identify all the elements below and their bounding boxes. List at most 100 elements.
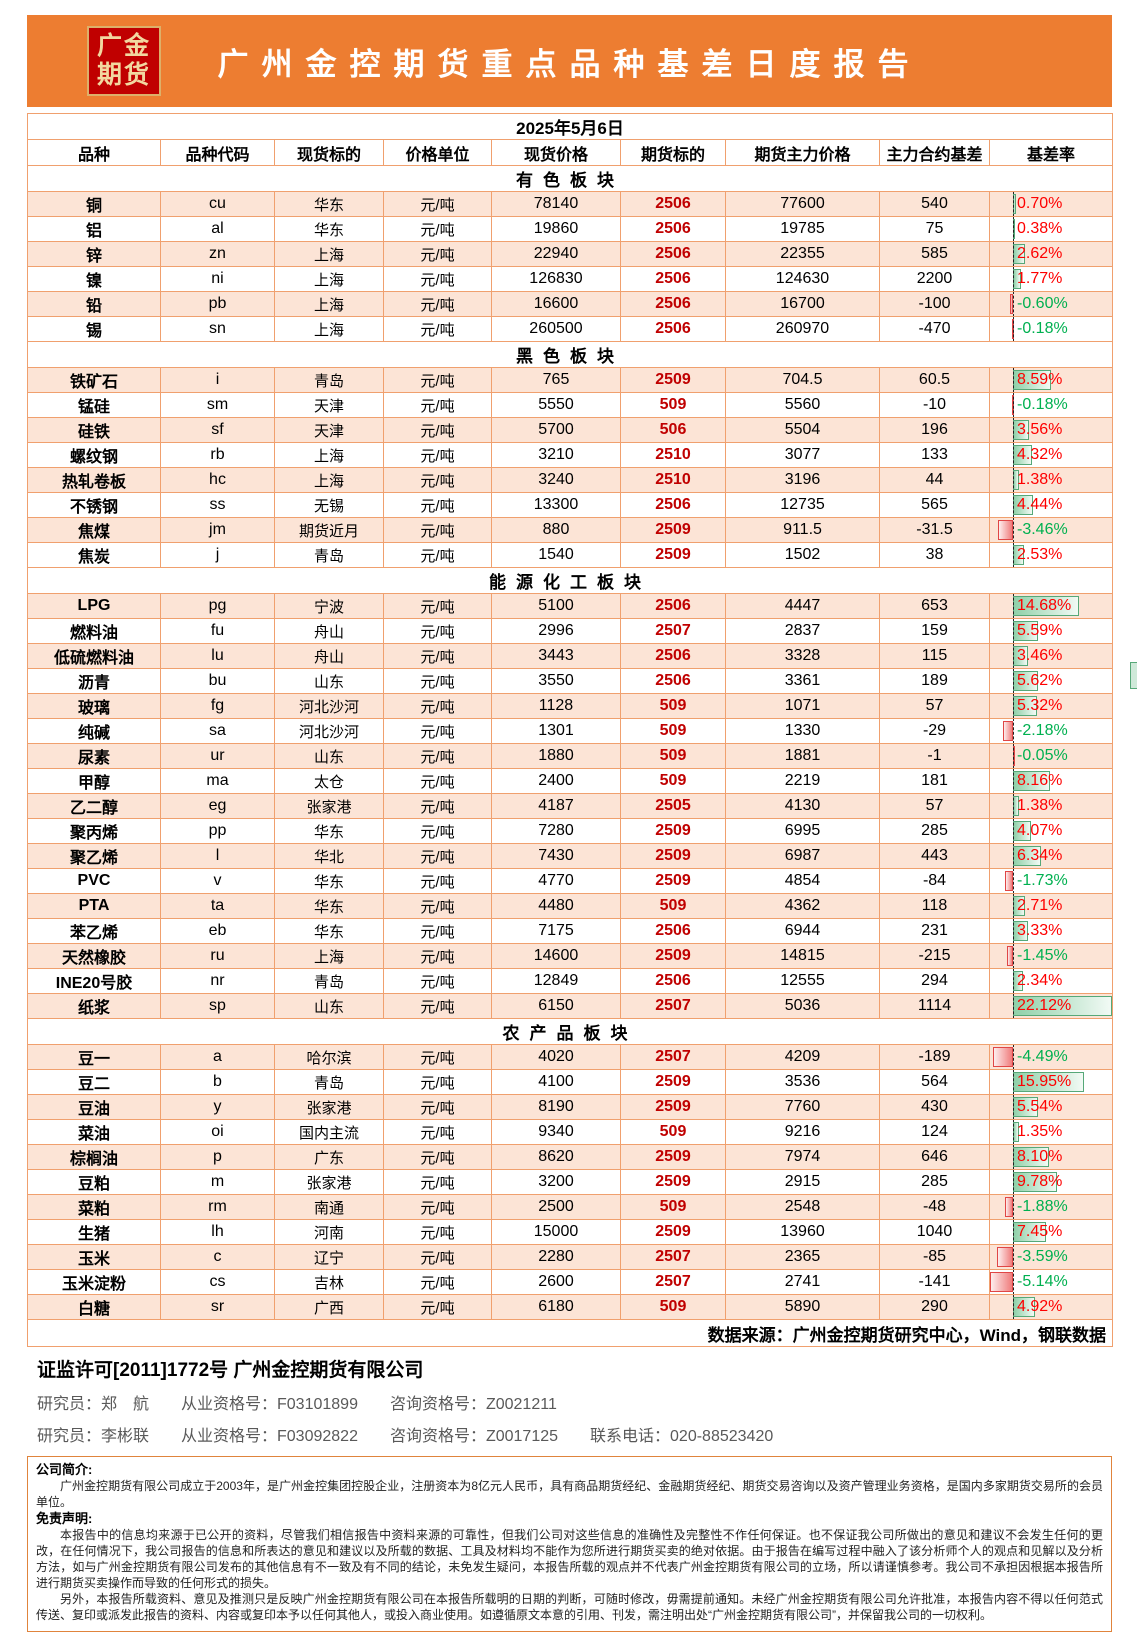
zero-axis-line [1013, 518, 1014, 542]
cell-price-unit: 元/吨 [383, 1219, 492, 1245]
cell-futures-main-price: 4447 [725, 593, 880, 619]
basis-rate-value: 0.70% [1017, 195, 1063, 212]
cell-futures-main-price: 1071 [725, 693, 880, 719]
cell-code: y [160, 1094, 275, 1120]
cell-variety: 玉米 [27, 1244, 161, 1270]
cell-futures-main-price: 14815 [725, 943, 880, 969]
cell-futures-contract: 2510 [620, 442, 726, 468]
cell-price-unit: 元/吨 [383, 693, 492, 719]
cell-futures-contract: 2506 [620, 266, 726, 292]
cell-basis-rate: 22.12% [988, 993, 1114, 1019]
cell-variety: 白糖 [27, 1294, 161, 1320]
cell-futures-main-price: 2741 [725, 1269, 880, 1295]
basis-rate-value: 15.95% [1017, 1073, 1072, 1090]
commodity-row-i: 铁矿石 i 青岛 元/吨 765 2509 704.5 60.5 8.59% [27, 367, 1114, 393]
cell-code: ur [160, 743, 275, 769]
basis-rate-value: 2.34% [1017, 972, 1063, 989]
cell-price-unit: 元/吨 [383, 1244, 492, 1270]
cell-main-contract-basis: 181 [879, 768, 990, 794]
cell-main-contract-basis: 1040 [879, 1219, 990, 1245]
cell-basis-rate: 9.78% [988, 1169, 1114, 1195]
commodity-row-v: PVC v 华东 元/吨 4770 2509 4854 -84 -1.73% [27, 868, 1114, 894]
cell-futures-contract: 2506 [620, 643, 726, 669]
cell-code: b [160, 1069, 275, 1095]
cell-variety: 锡 [27, 316, 161, 342]
cell-main-contract-basis: 2200 [879, 266, 990, 292]
commodity-row-nr: INE20号胶 nr 青岛 元/吨 12849 2506 12555 294 2.34% [27, 968, 1114, 994]
zero-axis-line [1013, 769, 1014, 793]
cell-spot-price: 14600 [491, 943, 621, 969]
basis-rate-value: -0.05% [1017, 747, 1068, 764]
cell-code: sr [160, 1294, 275, 1320]
basis-rate-value: -3.46% [1017, 521, 1068, 538]
cell-main-contract-basis: 565 [879, 492, 990, 518]
zero-axis-line [1013, 844, 1014, 868]
cell-basis-rate: 8.16% [988, 768, 1114, 794]
cell-basis-rate: 4.07% [988, 818, 1114, 844]
cell-variety: PTA [27, 893, 161, 919]
cell-spot-price: 5550 [491, 392, 621, 418]
basis-table: 2025年5月6日 品种 品种代码 现货标的 价格单位 现货价格 期货标的 期货主力价格 主力合… [26, 113, 1114, 1347]
commodity-row-c: 玉米 c 辽宁 元/吨 2280 2507 2365 -85 -3.59% [27, 1244, 1114, 1270]
commodity-row-ss: 不锈钢 ss 无锡 元/吨 13300 2506 12735 565 4.44% [27, 492, 1114, 518]
commodity-row-pp: 聚丙烯 pp 华东 元/吨 7280 2509 6995 285 4.07% [27, 818, 1114, 844]
license-line: 证监许可[2011]1772号 广州金控期货有限公司 [37, 1360, 424, 1381]
researcher-line-1: 研究员：郑 航 从业资格号：F03101899 咨询资格号：Z0021211 [37, 1396, 557, 1413]
cell-main-contract-basis: 196 [879, 417, 990, 443]
cell-variety: 尿素 [27, 743, 161, 769]
cell-futures-main-price: 2915 [725, 1169, 880, 1195]
commodity-row-pb: 铅 pb 上海 元/吨 16600 2506 16700 -100 -0.60% [27, 291, 1114, 317]
basis-rate-value: 6.34% [1017, 847, 1063, 864]
cell-spot-target: 河北沙河 [274, 693, 384, 719]
basis-rate-value: 8.59% [1017, 371, 1063, 388]
cell-basis-rate: 1.38% [988, 467, 1114, 493]
cell-futures-contract: 2509 [620, 1144, 726, 1170]
zero-axis-line [1013, 1270, 1014, 1294]
cell-futures-contract: 509 [620, 1194, 726, 1220]
basis-rate-databar [990, 1272, 1013, 1292]
cell-futures-main-price: 3328 [725, 643, 880, 669]
cell-price-unit: 元/吨 [383, 768, 492, 794]
commodity-row-lh: 生猪 lh 河南 元/吨 15000 2509 13960 1040 7.45% [27, 1219, 1114, 1245]
cell-price-unit: 元/吨 [383, 1119, 492, 1145]
cell-variety: 焦炭 [27, 542, 161, 568]
cell-basis-rate: 0.70% [988, 191, 1114, 217]
zero-axis-line [1013, 192, 1014, 216]
commodity-row-ru: 天然橡胶 ru 上海 元/吨 14600 2509 14815 -215 -1.45% [27, 943, 1114, 969]
cell-spot-target: 期货近月 [274, 517, 384, 543]
basis-rate-value: -0.18% [1017, 396, 1068, 413]
cell-main-contract-basis: -10 [879, 392, 990, 418]
cell-price-unit: 元/吨 [383, 743, 492, 769]
cell-basis-rate: 2.71% [988, 893, 1114, 919]
cell-variety: 聚丙烯 [27, 818, 161, 844]
cell-variety: 菜粕 [27, 1194, 161, 1220]
researcher-line-2: 研究员：李彬联 从业资格号：F03092822 咨询资格号：Z0017125 联… [37, 1428, 774, 1445]
cell-main-contract-basis: -48 [879, 1194, 990, 1220]
basis-rate-databar [997, 520, 1013, 540]
column-header-main-contract-basis: 主力合约基差 [879, 139, 990, 166]
cell-futures-contract: 2506 [620, 668, 726, 694]
cell-futures-main-price: 6944 [725, 918, 880, 944]
zero-axis-line [1013, 1120, 1014, 1144]
cell-futures-main-price: 704.5 [725, 367, 880, 393]
column-header-basis-rate: 基差率 [988, 139, 1114, 166]
cell-code: cu [160, 191, 275, 217]
cell-futures-contract: 2506 [620, 291, 726, 317]
cell-futures-contract: 509 [620, 743, 726, 769]
zero-axis-line [1013, 1220, 1014, 1244]
cell-futures-contract: 509 [620, 718, 726, 744]
cell-spot-price: 3210 [491, 442, 621, 468]
cell-variety: 玉米淀粉 [27, 1269, 161, 1295]
cell-spot-price: 765 [491, 367, 621, 393]
column-header-code: 品种代码 [160, 139, 275, 166]
cell-futures-main-price: 3077 [725, 442, 880, 468]
cell-futures-main-price: 7760 [725, 1094, 880, 1120]
cell-code: c [160, 1244, 275, 1270]
cell-futures-contract: 2509 [620, 367, 726, 393]
cell-spot-target: 青岛 [274, 542, 384, 568]
cell-variety: 聚乙烯 [27, 843, 161, 869]
section-title: 有色板块 [26, 165, 1114, 192]
cell-spot-target: 上海 [274, 442, 384, 468]
cell-futures-contract: 2507 [620, 1269, 726, 1295]
cell-spot-target: 华东 [274, 191, 384, 217]
